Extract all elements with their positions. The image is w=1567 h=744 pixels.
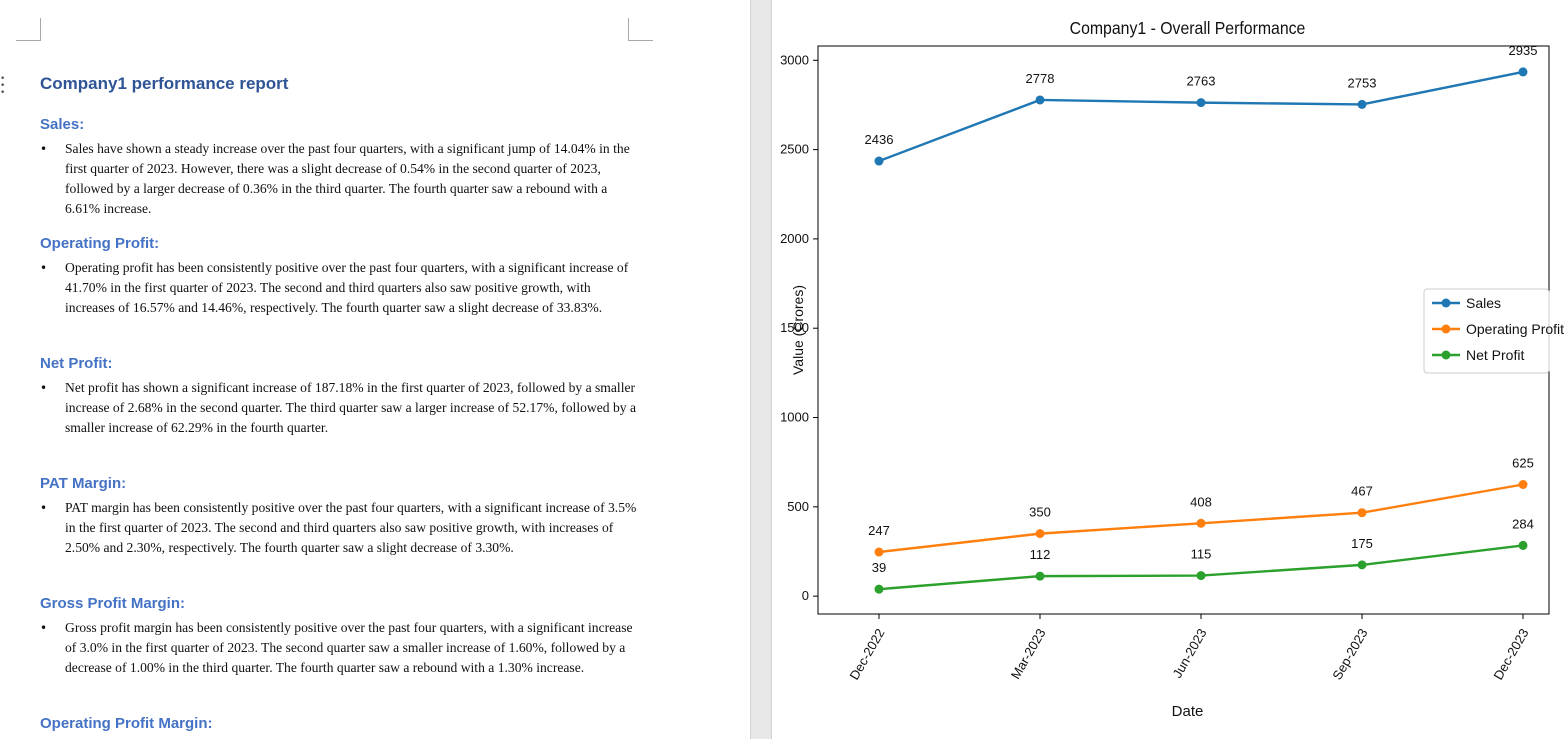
- data-point: [1518, 67, 1528, 77]
- data-label: 284: [1512, 516, 1534, 531]
- section-heading: Operating Profit Margin:: [40, 715, 213, 732]
- data-label: 625: [1512, 456, 1534, 471]
- section-heading: Sales:: [40, 116, 85, 133]
- bullet-icon: •: [40, 621, 48, 635]
- section-heading: PAT Margin:: [40, 475, 127, 492]
- bullet-item: • Net profit has shown a significant incr…: [40, 378, 640, 438]
- bullet-item: • Gross profit margin has been consistent…: [40, 618, 640, 678]
- bullet-text: PAT margin has been consistently positiv…: [65, 500, 637, 555]
- data-point: [1357, 99, 1367, 109]
- drag-handle-icon[interactable]: • • •: [0, 74, 6, 98]
- x-tick-label: Mar-2023: [1008, 626, 1049, 682]
- section-net-profit: Net Profit: • Net profit has shown a sign…: [40, 355, 640, 438]
- data-point: [1357, 508, 1367, 518]
- legend-swatch-marker: [1441, 350, 1451, 360]
- section-pat-margin: PAT Margin: • PAT margin has been consist…: [40, 475, 640, 558]
- bullet-icon: •: [40, 381, 48, 395]
- data-label: 2935: [1509, 43, 1538, 58]
- crop-mark-top-left: [16, 18, 41, 41]
- y-tick-label: 3000: [780, 52, 809, 67]
- pane-divider[interactable]: [750, 0, 772, 739]
- y-tick-label: 1000: [780, 410, 809, 425]
- section-heading: Net Profit:: [40, 355, 113, 372]
- bullet-item: • Operating profit has been consistently …: [40, 258, 640, 318]
- data-point: [874, 547, 884, 557]
- data-point: [1518, 540, 1528, 550]
- legend-swatch-marker: [1441, 298, 1451, 308]
- data-point: [874, 584, 884, 594]
- data-label: 175: [1351, 536, 1373, 551]
- section-heading: Operating Profit:: [40, 235, 160, 252]
- bullet-text: Sales have shown a steady increase over …: [65, 141, 630, 216]
- data-point: [874, 156, 884, 166]
- data-point: [1035, 571, 1045, 581]
- section-gross-profit-margin: Gross Profit Margin: • Gross profit margi…: [40, 595, 640, 678]
- line-chart: Company1 - Overall Performance 0 500 1000 15…: [780, 18, 1564, 720]
- x-tick-label: Dec-2023: [1490, 626, 1531, 682]
- y-tick-label: 0: [802, 588, 809, 603]
- data-point: [1035, 95, 1045, 105]
- y-tick-label: 500: [787, 499, 809, 514]
- legend-swatch-marker: [1441, 324, 1451, 334]
- legend-label: Net Profit: [1466, 347, 1524, 363]
- data-label: 112: [1030, 547, 1051, 562]
- data-label: 2753: [1348, 75, 1377, 90]
- section-operating-profit: Operating Profit: • Operating profit has …: [40, 235, 640, 318]
- data-label: 39: [872, 560, 886, 575]
- legend-label: Sales: [1466, 295, 1501, 311]
- data-point: [1357, 560, 1367, 570]
- data-label: 2436: [865, 132, 894, 147]
- document-page: • • • Company1 performance report Sales: •…: [0, 0, 750, 739]
- section-sales: Sales: • Sales have shown a steady increa…: [40, 116, 640, 219]
- data-label: 467: [1351, 484, 1373, 499]
- crop-mark-top-right: [628, 18, 653, 41]
- data-label: 2778: [1026, 71, 1055, 86]
- data-point: [1196, 518, 1206, 528]
- data-point: [1196, 98, 1206, 108]
- x-axis-label: Date: [1172, 703, 1204, 720]
- chart-pane: Company1 - Overall Performance 0 500 1000 15…: [772, 0, 1567, 739]
- y-tick-label: 2000: [780, 231, 809, 246]
- bullet-text: Net profit has shown a significant incre…: [65, 380, 636, 435]
- bullet-icon: •: [40, 142, 48, 156]
- data-label: 115: [1191, 547, 1212, 562]
- bullet-icon: •: [40, 501, 48, 515]
- x-tick-label: Jun-2023: [1169, 626, 1209, 680]
- data-point: [1035, 529, 1045, 539]
- y-tick-label: 1500: [780, 320, 809, 335]
- document-title: Company1 performance report: [40, 74, 289, 93]
- bullet-icon: •: [40, 261, 48, 275]
- bullet-item: • Sales have shown a steady increase over…: [40, 139, 640, 219]
- section-operating-profit-margin: Operating Profit Margin:: [40, 715, 640, 738]
- bullet-item: • PAT margin has been consistently positi…: [40, 498, 640, 558]
- data-label: 247: [868, 523, 890, 538]
- y-tick-label: 2500: [780, 142, 809, 157]
- data-label: 408: [1190, 494, 1212, 509]
- bullet-text: Gross profit margin has been consistentl…: [65, 620, 633, 675]
- chart-title: Company1 - Overall Performance: [1070, 18, 1306, 38]
- data-label: 2763: [1187, 74, 1216, 89]
- x-tick-label: Sep-2023: [1329, 626, 1370, 682]
- bullet-text: Operating profit has been consistently p…: [65, 260, 629, 315]
- x-tick-label: Dec-2022: [846, 626, 887, 682]
- legend-box: [1423, 288, 1550, 374]
- y-axis-label: Value (Crores): [790, 285, 806, 375]
- section-heading: Gross Profit Margin:: [40, 595, 186, 612]
- data-point: [1518, 480, 1528, 490]
- legend-label: Operating Profit: [1466, 321, 1564, 337]
- data-point: [1196, 571, 1206, 581]
- data-label: 350: [1029, 505, 1051, 520]
